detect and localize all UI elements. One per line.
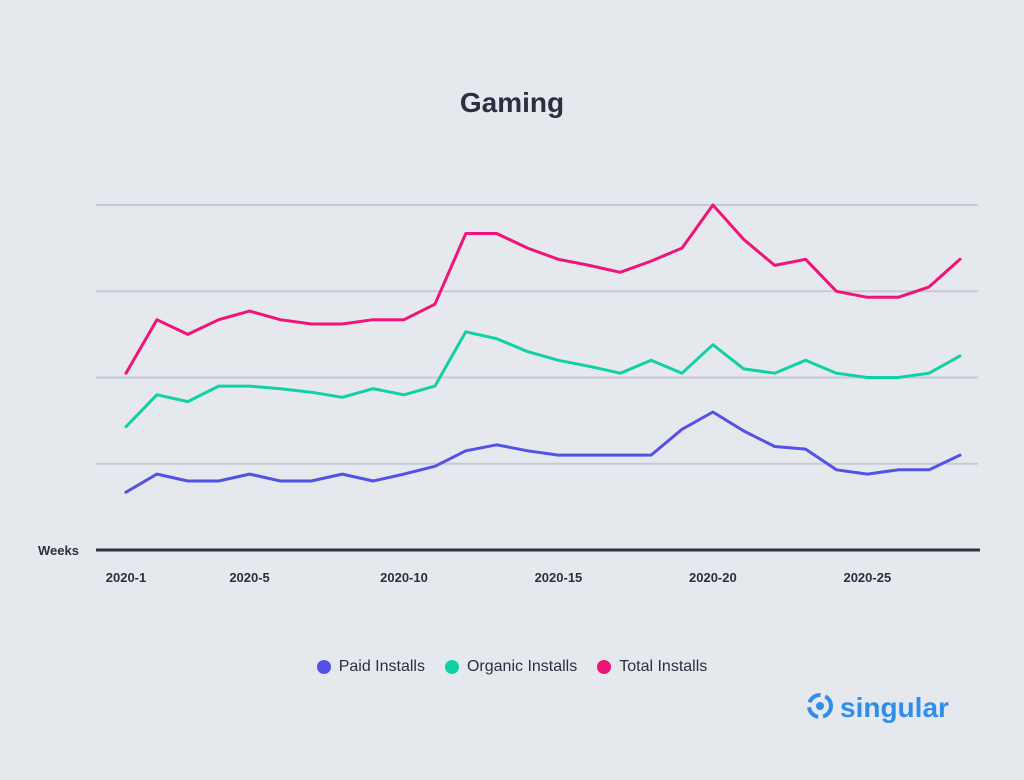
x-tick-label-1: 2020-1	[106, 570, 146, 585]
legend-label-organic: Organic Installs	[466, 658, 578, 675]
legend-swatch-total	[597, 660, 612, 674]
x-tick-label-2: 2020-5	[229, 570, 269, 585]
x-tick-label-5: 2020-20	[689, 570, 737, 585]
legend-item-paid[interactable]: Paid Installs	[316, 658, 425, 676]
legend-item-organic[interactable]: Organic Installs	[444, 658, 578, 676]
x-tick-label-3: 2020-10	[380, 570, 428, 585]
legend-item-total[interactable]: Total Installs	[597, 658, 707, 676]
series-line-total-installs	[124, 203, 962, 375]
series-line-organic-installs	[124, 330, 962, 429]
legend-swatch-paid	[316, 660, 331, 674]
brand-name: singular	[840, 692, 949, 723]
x-tick-labels: 2020-1 2020-5 2020-10 2020-15 2020-20 2020-25	[106, 570, 891, 585]
x-tick-label-4: 2020-15	[535, 570, 583, 585]
brand-logo: singular	[806, 688, 949, 728]
x-tick-label-6: 2020-25	[843, 570, 891, 585]
legend-swatch-organic	[444, 660, 459, 674]
chart-title: Gaming	[460, 87, 564, 118]
singular-logo-icon	[806, 692, 834, 725]
series-line-paid-installs	[124, 410, 962, 494]
series-lines	[124, 203, 962, 494]
legend-label-total: Total Installs	[619, 658, 708, 675]
legend: Paid Installs Organic Installs Total Ins…	[0, 658, 1024, 676]
x-axis-label: Weeks	[38, 543, 79, 558]
legend-label-paid: Paid Installs	[338, 658, 425, 675]
gridlines	[96, 204, 978, 465]
